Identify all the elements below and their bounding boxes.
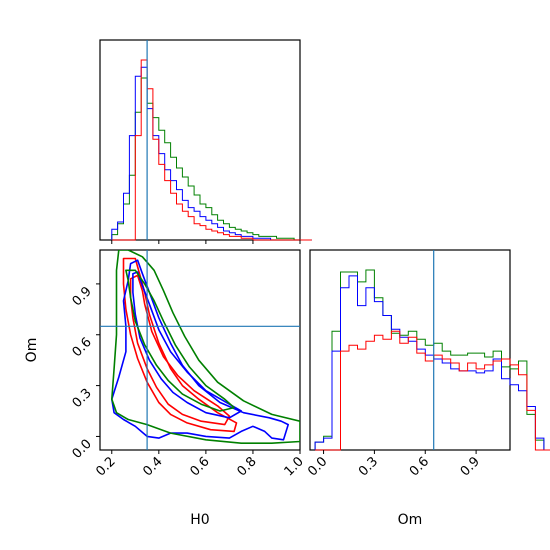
contour-group (111, 250, 300, 444)
x-axis-label-h0: H0 (190, 512, 209, 528)
om-histogram-series (314, 269, 550, 451)
contour-red-1 (129, 274, 231, 426)
tick-label-om-y: 0.0 (70, 437, 95, 462)
contour-blue-3 (132, 271, 242, 419)
tick-label-om-x: 0.6 (407, 454, 432, 479)
om-hist-blue (314, 275, 550, 451)
h0-hist-green (111, 77, 312, 241)
tick-label-h0: 0.4 (140, 454, 165, 479)
om-histogram-frame (309, 249, 511, 451)
x-axis-label-om: Om (398, 512, 423, 528)
tick-label-om-x: 0.9 (458, 454, 483, 479)
tick-label-om-y: 0.3 (70, 386, 95, 411)
h0-histogram-frame (99, 39, 301, 241)
tick-label-h0: 1.0 (282, 454, 307, 479)
contour-green-5 (125, 269, 235, 412)
tick-label-om-y: 0.9 (70, 284, 95, 309)
contour-green-4 (111, 250, 300, 444)
contour-blue-2 (111, 259, 289, 441)
truth-lines (100, 40, 435, 450)
tick-label-om-y: 0.6 (70, 335, 95, 360)
h0-om-joint-frame (99, 249, 301, 451)
tick-label-h0: 0.6 (187, 454, 212, 479)
h0-histogram-series (111, 59, 312, 241)
om-hist-green (314, 269, 550, 451)
tick-label-om-x: 0.3 (356, 454, 381, 479)
om-hist-red (315, 330, 550, 451)
y-axis-label-om: Om (24, 338, 40, 363)
tick-label-om-x: 0.0 (305, 454, 330, 479)
tick-label-h0: 0.2 (93, 454, 118, 479)
tick-label-h0: 0.8 (234, 454, 259, 479)
h0-hist-blue (111, 66, 312, 241)
h0-om-contours (111, 250, 300, 444)
